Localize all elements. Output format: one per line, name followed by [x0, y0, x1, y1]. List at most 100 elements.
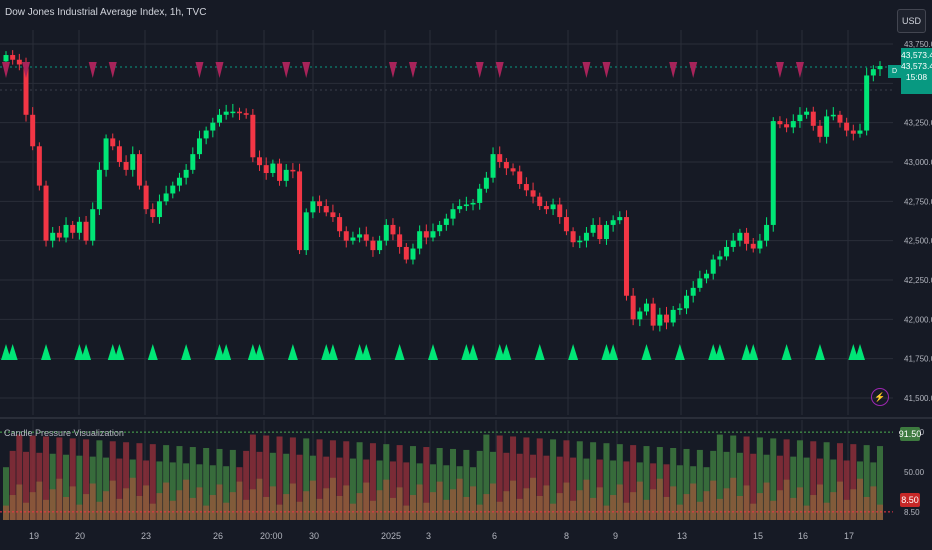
pressure-bar-lower — [289, 483, 296, 520]
sell-signal-triangle — [475, 62, 484, 78]
y-tick-label: 42,750.00 — [904, 197, 932, 206]
candle-body — [804, 111, 810, 115]
pressure-bar-lower — [43, 499, 50, 520]
candle-body — [583, 232, 589, 241]
candle-body — [650, 303, 656, 326]
pressure-bar-lower — [263, 496, 270, 520]
candle-body — [156, 201, 162, 218]
candle-body — [50, 232, 56, 241]
pressure-bar-lower — [670, 486, 677, 520]
pressure-bar-upper — [389, 461, 396, 520]
pressure-bar-upper — [823, 442, 830, 520]
pressure-bar-lower — [763, 482, 770, 520]
candle-body — [837, 114, 843, 123]
pressure-bar-upper — [736, 452, 743, 520]
x-tick-label: 8 — [564, 531, 569, 541]
buy-signal-triangle — [1, 344, 11, 360]
sell-signal-triangle — [689, 62, 698, 78]
currency-button[interactable]: USD — [897, 9, 926, 33]
pressure-bar-upper — [670, 448, 677, 520]
pressure-bar-upper — [803, 457, 810, 520]
pressure-bar-upper — [96, 440, 103, 520]
pressure-bar-lower — [516, 498, 523, 520]
pressure-bar-upper — [176, 446, 183, 520]
sell-signal-triangle — [795, 62, 804, 78]
pressure-bar-lower — [783, 479, 790, 520]
pressure-bar-lower — [276, 504, 283, 520]
pressure-bar-upper — [243, 450, 250, 520]
x-tick-label: 13 — [677, 531, 687, 541]
y-tick-label: 42,250.00 — [904, 276, 932, 285]
buy-signal-triangle — [501, 344, 512, 360]
candle-body — [517, 171, 523, 185]
pressure-bar-lower — [510, 480, 517, 520]
candle-body — [724, 246, 730, 257]
x-tick-label: 2025 — [381, 531, 401, 541]
pressure-bar-upper — [643, 446, 650, 520]
candle-body — [817, 125, 823, 137]
pressure-bar-upper — [683, 448, 690, 520]
candle-body — [483, 177, 489, 189]
pressure-bar-lower — [723, 488, 730, 520]
pressure-bar-lower — [703, 491, 710, 520]
pressure-bar-lower — [136, 496, 143, 520]
candle-body — [3, 55, 9, 62]
pressure-bar-upper — [203, 448, 210, 520]
buy-signal-triangle — [247, 344, 258, 360]
candle-body — [363, 234, 369, 241]
buy-signal-triangle — [74, 344, 85, 360]
candle-body — [477, 188, 483, 203]
buy-signal-triangle — [254, 344, 265, 360]
pressure-bar-upper — [463, 449, 470, 520]
candle-body — [183, 169, 189, 178]
pressure-bar-upper — [496, 435, 503, 520]
pressure-bar-lower — [836, 481, 843, 520]
pressure-bar-lower — [169, 500, 176, 520]
candle-body — [730, 240, 736, 247]
pressure-bar-upper — [63, 454, 70, 520]
pressure-bar-lower — [409, 495, 416, 520]
pressure-bar-lower — [556, 493, 563, 520]
pressure-bar-upper — [249, 434, 256, 520]
candle-body — [36, 146, 42, 186]
pressure-bar-lower — [476, 504, 483, 520]
pressure-bar-lower — [850, 489, 857, 520]
buy-signal-triangle — [327, 344, 338, 360]
sell-signal-triangle — [602, 62, 611, 78]
buy-signal-triangle — [674, 344, 685, 360]
pressure-bar-lower — [790, 497, 797, 520]
sell-signal-triangle — [408, 62, 417, 78]
pressure-bar-upper — [450, 448, 457, 520]
y-tick-label: 43,000.00 — [904, 158, 932, 167]
pressure-bar-upper — [483, 434, 490, 520]
pressure-bar-upper — [356, 442, 363, 520]
pressure-bar-upper — [3, 467, 9, 520]
pressure-bar-upper — [510, 436, 517, 520]
candle-body — [16, 59, 22, 65]
pressure-bar-lower — [223, 502, 230, 520]
candle-body — [357, 234, 363, 238]
pressure-bar-lower — [163, 482, 170, 520]
pressure-bar-lower — [856, 478, 863, 520]
pressure-bar-upper — [16, 434, 23, 520]
lightning-icon[interactable]: ⚡ — [871, 388, 889, 406]
buy-signal-triangle — [568, 344, 579, 360]
candle-body — [790, 121, 796, 128]
candle-body — [390, 224, 396, 235]
pressure-bar-lower — [803, 505, 810, 520]
candle-body — [450, 209, 456, 219]
candle-body — [684, 295, 690, 309]
pressure-bar-upper — [216, 448, 223, 520]
pressure-bar-upper — [336, 457, 343, 520]
pressure-bar-lower — [29, 492, 36, 520]
candle-body — [170, 185, 176, 194]
pressure-bar-lower — [623, 502, 630, 520]
pressure-bar-lower — [109, 480, 116, 520]
y-tick-label: 41,500.00 — [904, 394, 932, 403]
pressure-bar-lower — [690, 483, 697, 520]
indicator-upper-badge: 91.50 — [898, 427, 922, 441]
candle-body — [750, 243, 756, 249]
buy-signal-triangle — [814, 344, 825, 360]
candle-body — [690, 287, 696, 296]
